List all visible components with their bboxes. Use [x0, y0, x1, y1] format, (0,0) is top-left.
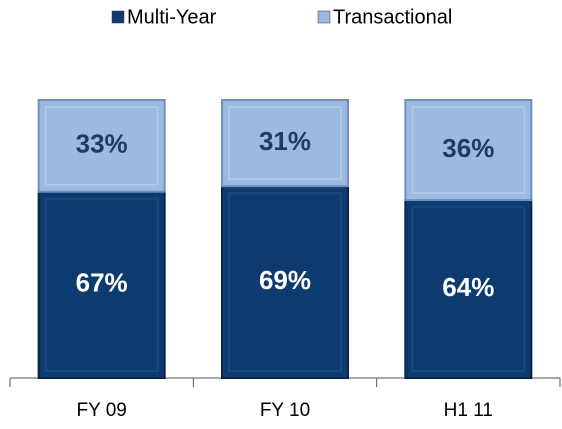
bar-segment [37, 99, 166, 193]
x-tick-label: FY 09 [76, 400, 126, 421]
legend-label: Multi-Year [127, 6, 217, 28]
x-tick-label: H1 11 [444, 400, 493, 421]
bar-bevel [411, 106, 526, 195]
bar-bevel [44, 197, 159, 372]
bar-bevel [228, 192, 342, 372]
bar-bevel [44, 106, 159, 186]
bar-segment [404, 199, 533, 379]
data-label: 31% [259, 126, 311, 156]
bar-segment [37, 190, 166, 379]
legend-swatch [111, 10, 125, 24]
bar-segment [404, 99, 533, 202]
data-label: 64% [442, 272, 494, 302]
legend-swatch [317, 10, 331, 24]
bar-bevel [411, 206, 526, 372]
data-label: 67% [76, 268, 128, 298]
data-label: 69% [259, 265, 311, 295]
legend-label: Transactional [333, 6, 452, 28]
data-label: 36% [442, 133, 494, 163]
data-label: 33% [76, 129, 128, 159]
x-tick-label: FY 10 [260, 400, 310, 421]
bar-segment [221, 99, 349, 188]
bar-bevel [228, 106, 342, 181]
